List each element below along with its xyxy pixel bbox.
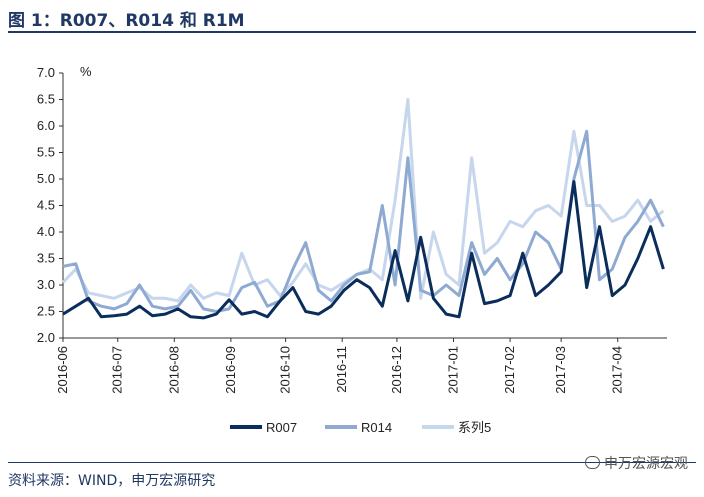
source-note: 资料来源：WIND，申万宏源研究 <box>8 473 216 489</box>
chart-legend: R007 R014 系列5 <box>230 420 491 435</box>
y-unit-label: % <box>80 64 92 79</box>
y-tick-label: 3.5 <box>37 251 55 266</box>
x-tick-label: 2017-03 <box>553 346 568 394</box>
x-tick-label: 2016-10 <box>278 346 293 394</box>
wechat-icon <box>585 456 600 469</box>
source-rule <box>8 462 696 463</box>
legend-label: R007 <box>266 420 297 435</box>
y-tick-label: 5.5 <box>37 145 55 160</box>
y-tick-label: 6.5 <box>37 92 55 107</box>
chart-lines <box>61 98 665 320</box>
y-tick-label: 2.5 <box>37 304 55 319</box>
x-tick-label: 2016-12 <box>389 346 404 394</box>
x-tick-label: 2016-09 <box>223 346 238 394</box>
title-rule <box>8 31 696 33</box>
y-tick-label: 5.0 <box>37 171 55 186</box>
legend-label: R014 <box>361 420 392 435</box>
watermark-text: 申万宏源宏观 <box>604 456 688 472</box>
x-tick-label: 2016-07 <box>110 346 125 394</box>
series-line-系列5 <box>61 98 665 303</box>
y-tick-label: 4.5 <box>37 198 55 213</box>
y-tick-label: 6.0 <box>37 118 55 133</box>
legend-label: 系列5 <box>458 420 491 435</box>
x-tick-label: 2016-08 <box>166 346 181 394</box>
watermark: 申万宏源宏观 <box>585 453 688 473</box>
figure-title: 图 1：R007、R014 和 R1M <box>8 11 245 31</box>
y-tick-label: 7.0 <box>37 65 55 80</box>
x-tick-label: 2017-04 <box>610 346 625 394</box>
x-tick-label: 2016-06 <box>55 346 70 394</box>
x-tick-label: 2017-01 <box>446 346 461 394</box>
chart-axes: 2.0 2.5 3.0 3.5 4.0 4.5 5.0 5.5 6.0 6.5 7.0 2016-06… <box>37 65 667 394</box>
x-tick-label: 2016-11 <box>334 346 349 393</box>
y-tick-label: 4.0 <box>37 224 55 239</box>
series-line-R007 <box>62 180 665 320</box>
x-tick-label: 2017-02 <box>502 346 517 394</box>
y-tick-label: 2.0 <box>37 330 55 345</box>
y-tick-label: 3.0 <box>37 277 55 292</box>
